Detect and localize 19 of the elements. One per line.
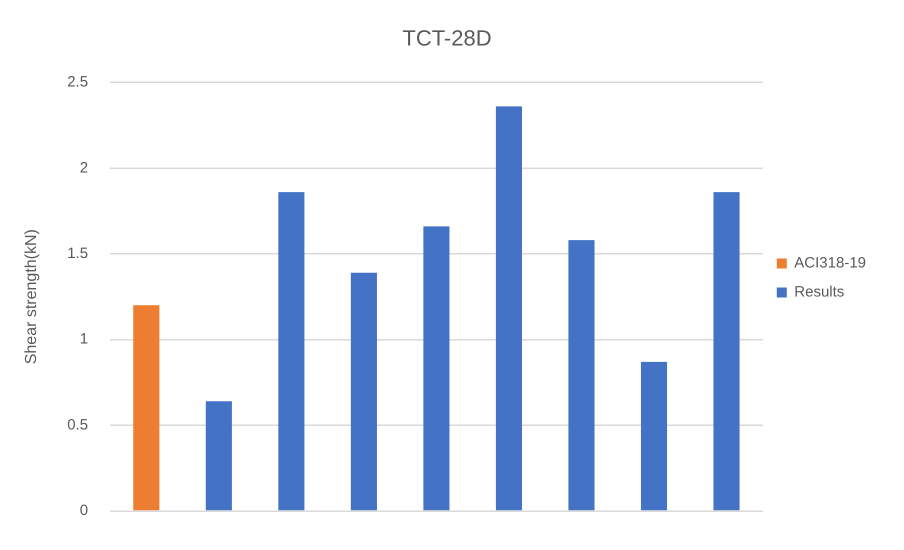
y-axis-title: Shear strength(kN) <box>23 229 40 364</box>
bar <box>133 305 160 510</box>
bar <box>278 192 304 510</box>
bar <box>423 226 450 510</box>
bar <box>206 401 232 510</box>
bar <box>640 362 668 510</box>
y-tick-label: 2 <box>80 159 88 176</box>
y-tick-label: 0 <box>80 502 88 520</box>
bar <box>713 192 740 510</box>
y-tick-label: 2.5 <box>67 74 88 91</box>
bar <box>496 106 522 510</box>
y-tick-label: 0.5 <box>67 416 88 434</box>
bar <box>350 272 377 510</box>
y-tick-label: 1.5 <box>67 244 88 262</box>
y-tick-label: 1 <box>80 330 88 348</box>
legend-label: Results <box>794 284 844 301</box>
chart-title: TCT-28D <box>402 25 492 50</box>
legend-label: ACI318-19 <box>794 254 866 272</box>
bar <box>568 240 595 510</box>
